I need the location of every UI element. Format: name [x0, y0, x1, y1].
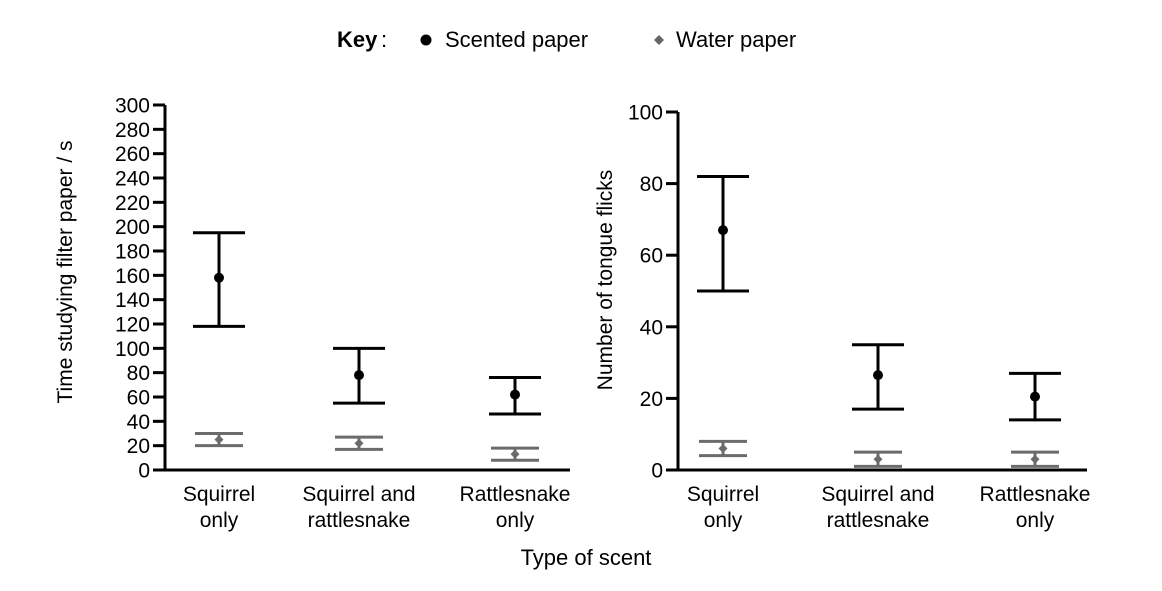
water-data-point: [699, 439, 747, 458]
scented-data-point: [333, 346, 385, 405]
y-tick-label: 20: [640, 388, 663, 411]
water-data-point: [195, 432, 243, 448]
y-tick-label: 80: [127, 362, 150, 385]
legend-key-colon: :: [381, 27, 387, 52]
y-tick-label: 200: [115, 216, 150, 239]
category-label: Rattlesnake: [460, 483, 571, 506]
y-tick-label: 0: [138, 460, 150, 483]
y-tick-label: 220: [115, 192, 150, 215]
y-tick-label: 40: [640, 316, 663, 339]
y-tick-label: 120: [115, 314, 150, 337]
y-tick-label: 180: [115, 241, 150, 264]
scented-data-point: [1009, 371, 1061, 422]
y-tick-label: 20: [127, 435, 150, 458]
category-label: only: [496, 509, 535, 532]
tongue-flicks-chart: 0 20 40 60 80 100 Number of tongue flicks Squir…: [594, 102, 1090, 533]
y-tick-label: 240: [115, 168, 150, 191]
scented-data-point: [697, 174, 749, 293]
y-tick-label: 60: [640, 245, 663, 268]
y-axis-label: Time studying filter paper / s: [54, 141, 77, 404]
legend-item-water: Water paper: [676, 27, 796, 52]
y-tick-label: 100: [115, 338, 150, 361]
x-axis-label: Type of scent: [521, 545, 652, 570]
diamond-marker-icon: [1030, 454, 1040, 464]
circle-marker-icon: [718, 225, 728, 236]
legend-item-scented: Scented paper: [445, 27, 588, 52]
water-data-point: [491, 446, 539, 462]
category-label: only: [1016, 509, 1055, 532]
y-axis-label: Number of tongue flicks: [594, 170, 617, 391]
y-tick-label: 80: [640, 173, 663, 196]
scented-data-point: [489, 376, 541, 416]
circle-marker-icon: [1030, 391, 1040, 402]
category-label: only: [704, 509, 743, 532]
category-label: Squirrel and: [302, 483, 415, 506]
diamond-marker-icon: [510, 449, 520, 459]
y-tick-label: 100: [628, 102, 663, 125]
circle-marker-icon: [873, 370, 883, 381]
legend: Key : Scented paper Water paper: [337, 27, 796, 52]
water-data-point: [1011, 450, 1059, 468]
y-tick-label: 140: [115, 289, 150, 312]
legend-key-label: Key: [337, 27, 378, 52]
scented-circle-icon: [420, 34, 432, 46]
diamond-marker-icon: [873, 454, 883, 464]
water-diamond-icon: [654, 35, 664, 45]
y-tick-label: 280: [115, 119, 150, 142]
circle-marker-icon: [510, 389, 520, 400]
y-tick-label: 260: [115, 143, 150, 166]
y-tick-label: 300: [115, 95, 150, 118]
scented-data-point: [852, 343, 904, 411]
y-tick-label: 60: [127, 387, 150, 410]
time-chart: 0204060801001201401601802002202402602803…: [54, 95, 570, 533]
diamond-marker-icon: [214, 435, 224, 445]
diamond-marker-icon: [354, 438, 364, 448]
circle-marker-icon: [214, 272, 224, 283]
category-label: rattlesnake: [308, 509, 411, 532]
category-label: Squirrel and: [821, 483, 934, 506]
water-data-point: [335, 435, 383, 451]
circle-marker-icon: [354, 370, 364, 381]
y-tick-label: 160: [115, 265, 150, 288]
category-label: Rattlesnake: [980, 483, 1091, 506]
scented-data-point: [193, 231, 245, 328]
category-label: only: [200, 509, 239, 532]
water-data-point: [854, 450, 902, 468]
y-tick-label: 0: [651, 460, 663, 483]
y-tick-label: 40: [127, 411, 150, 434]
category-label: Squirrel: [687, 483, 759, 506]
category-label: Squirrel: [183, 483, 255, 506]
category-label: rattlesnake: [827, 509, 930, 532]
diamond-marker-icon: [718, 444, 728, 454]
